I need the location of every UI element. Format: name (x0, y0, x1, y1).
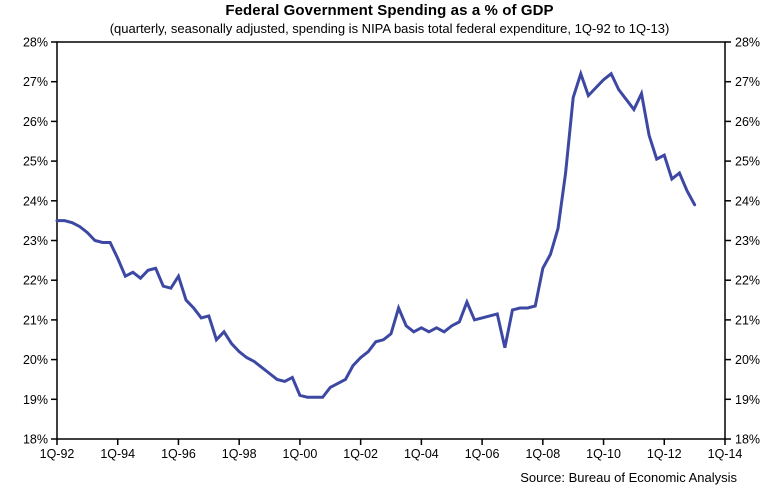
y-axis-label-left: 18% (23, 433, 48, 447)
y-axis-label-left: 28% (23, 36, 48, 50)
x-axis-label: 1Q-98 (222, 447, 257, 461)
y-axis-label-left: 21% (23, 313, 48, 327)
x-axis-label: 1Q-12 (647, 447, 682, 461)
y-axis-label-right: 18% (735, 433, 760, 447)
source-label: Source: Bureau of Economic Analysis (520, 470, 737, 485)
chart-subtitle: (quarterly, seasonally adjusted, spendin… (109, 21, 670, 36)
y-axis-label-left: 27% (23, 75, 48, 89)
y-axis-label-left: 23% (23, 234, 48, 248)
y-axis-label-left: 24% (23, 194, 48, 208)
y-axis-label-right: 22% (735, 274, 760, 288)
y-axis-label-left: 26% (23, 115, 48, 129)
plot-border (56, 41, 726, 440)
x-axis-label: 1Q-04 (404, 447, 439, 461)
x-axis-label: 1Q-02 (343, 447, 378, 461)
y-axis-label-right: 19% (735, 393, 760, 407)
y-axis-label-right: 21% (735, 313, 760, 327)
x-axis-label: 1Q-08 (525, 447, 560, 461)
chart-title: Federal Government Spending as a % of GD… (225, 2, 554, 19)
y-axis-label-left: 25% (23, 155, 48, 169)
y-axis-label-right: 26% (735, 115, 760, 129)
data-line (55, 69, 697, 399)
x-axis-label: 1Q-14 (708, 447, 743, 461)
y-axis-label-right: 25% (735, 155, 760, 169)
x-axis-label: 1Q-06 (465, 447, 500, 461)
x-axis-label: 1Q-10 (586, 447, 621, 461)
x-axis-label: 1Q-96 (161, 447, 196, 461)
y-axis-label-right: 27% (735, 75, 760, 89)
y-axis-label-right: 28% (735, 36, 760, 50)
y-axis-label-left: 20% (23, 353, 48, 367)
y-axis-label-left: 19% (23, 393, 48, 407)
x-axis-label: 1Q-92 (40, 447, 75, 461)
y-axis-label-right: 20% (735, 353, 760, 367)
x-axis-label: 1Q-94 (100, 447, 135, 461)
y-axis-label-right: 23% (735, 234, 760, 248)
y-axis-label-left: 22% (23, 274, 48, 288)
y-axis-label-right: 24% (735, 194, 760, 208)
x-axis-label: 1Q-00 (283, 447, 318, 461)
